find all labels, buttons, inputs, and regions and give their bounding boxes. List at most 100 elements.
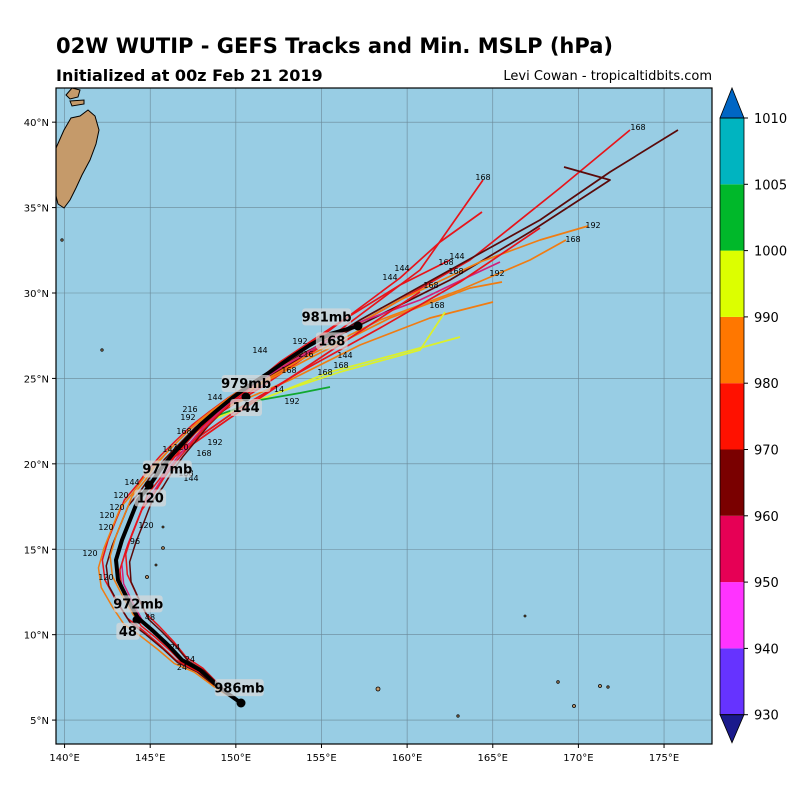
ensemble-track: [97, 371, 271, 704]
land-islet: [69, 99, 85, 107]
mean-hour-label-bg: [134, 489, 167, 507]
colorbar-label: 1010: [754, 112, 787, 127]
ensemble-hour-label: 120: [99, 511, 114, 520]
ensemble-hour-label: 168: [176, 427, 191, 436]
colorbar-label: 1005: [754, 178, 787, 193]
mean-pressure-label: 972mb: [113, 598, 163, 613]
colorbar-segment: [720, 449, 744, 516]
ensemble-hour-label: 168: [281, 366, 296, 375]
ensemble-hour-label: 120: [98, 573, 113, 582]
colorbar-label: 990: [754, 311, 779, 326]
lon-tick-label: 145°E: [135, 753, 165, 764]
colorbar-extend-low: [719, 714, 745, 744]
ensemble-hour-label: 120: [113, 491, 128, 500]
mean-track-point: [144, 480, 154, 490]
ensemble-hour-label: 168: [475, 173, 490, 182]
ensemble-hour-label: 24: [170, 643, 180, 652]
ensemble-hour-label: 192: [292, 337, 307, 346]
ensemble-hour-label: 144: [394, 264, 409, 273]
ensemble-hour-label: 24: [177, 663, 187, 672]
lat-tick-label: 25°N: [24, 374, 49, 385]
mean-track-point: [132, 615, 142, 625]
ensemble-hour-label: 192: [489, 269, 504, 278]
colorbar-frame: [719, 117, 745, 716]
ensemble-hour-label: 144: [252, 346, 267, 355]
mean-pressure-label: 977mb: [142, 463, 192, 478]
lon-tick-label: 175°E: [649, 753, 679, 764]
ensemble-hour-label: 168: [317, 368, 332, 377]
lon-tick-label: 165°E: [478, 753, 508, 764]
ensemble-hour-label: 24: [185, 655, 195, 664]
chart-title: 02W WUTIP - GEFS Tracks and Min. MSLP (h…: [56, 34, 613, 58]
mean-pressure-label-bg: [221, 375, 271, 393]
lat-tick-label: 15°N: [24, 545, 49, 556]
colorbar-label: 960: [754, 510, 779, 525]
mean-pressure-label: 981mb: [302, 311, 352, 326]
colorbar-segment: [720, 118, 744, 185]
ensemble-hour-label: 168: [429, 301, 444, 310]
map-border: [55, 87, 713, 745]
ensemble-hour-label: 192: [207, 438, 222, 447]
lon-tick-label: 170°E: [563, 753, 593, 764]
ensemble-hour-label: 144: [162, 445, 177, 454]
lon-tick-label: 150°E: [221, 753, 251, 764]
mean-hour-label-bg: [230, 398, 262, 416]
colorbar-segment: [720, 648, 744, 715]
pressure-colorbar: 930 940 950 960 970 980 990 1000 1005 1010: [719, 86, 787, 744]
lat-tick-label: 20°N: [24, 460, 49, 471]
lat-tick-label: 35°N: [24, 204, 49, 215]
ensemble-hour-label: 144: [449, 252, 464, 261]
ensemble-hour-label: 168: [333, 361, 348, 370]
mean-hour-label: 120: [137, 492, 164, 507]
chart-subtitle: Initialized at 00z Feb 21 2019: [56, 66, 323, 85]
mean-pressure-label-bg: [302, 308, 352, 326]
chart-credit: Levi Cowan - tropicaltidbits.com: [503, 69, 712, 84]
ensemble-hour-label: 96: [130, 537, 140, 546]
colorbar-label: 1000: [754, 245, 787, 260]
ensemble-hour-label: 168: [423, 281, 438, 290]
ensemble-hour-label: 216: [182, 405, 197, 414]
lat-tick-label: 40°N: [24, 118, 49, 129]
colorbar-segment: [720, 316, 744, 384]
ensemble-hour-label: 144: [382, 273, 397, 282]
ensemble-hour-label: 192: [180, 413, 195, 422]
lat-tick-label: 30°N: [24, 289, 49, 300]
ensemble-hour-label: 120: [138, 521, 153, 530]
colorbar-label: 980: [754, 377, 779, 392]
colorbar-segment: [720, 515, 744, 583]
lat-tick-label: 10°N: [24, 631, 49, 642]
lon-tick-label: 140°E: [49, 753, 79, 764]
land-islet: [65, 87, 81, 100]
mean-hour-label: 48: [119, 625, 137, 640]
mean-pressure-label: 986mb: [214, 681, 264, 696]
mean-pressure-label-bg: [113, 595, 163, 613]
ensemble-hour-label: 144: [124, 478, 139, 487]
ensemble-hour-label: 192: [585, 221, 600, 230]
ensemble-hour-label: 120: [98, 523, 113, 532]
colorbar-segment: [720, 582, 744, 649]
small-islands: [60, 238, 610, 718]
ensemble-hour-label: 144: [207, 393, 222, 402]
ensemble-hour-label: 192: [284, 397, 299, 406]
colorbar-segment: [720, 184, 744, 251]
ensemble-hour-label: 216: [298, 350, 313, 359]
colorbar-extend-high: [719, 86, 745, 119]
axis-ticks: 140°E 145°E 150°E 155°E 160°E 165°E 170°E 175°E…: [24, 118, 679, 764]
mean-hour-label-bg: [116, 622, 140, 640]
ensemble-hour-label: 168: [196, 449, 211, 458]
mean-hour-label-bg: [315, 332, 348, 350]
mean-hour-label: 168: [318, 335, 345, 350]
colorbar-segment: [720, 383, 744, 450]
lat-tick-label: 5°N: [30, 716, 49, 727]
land-japan: [55, 109, 100, 209]
ensemble-hour-label: 48: [145, 613, 155, 622]
mean-pressure-label: 979mb: [221, 377, 271, 392]
mean-pressure-label-bg: [142, 460, 192, 478]
ocean-panel: [56, 88, 712, 744]
ensemble-hour-label: 120: [82, 549, 97, 558]
ensemble-hour-label: 168: [448, 267, 463, 276]
ensemble-hour-label: 144: [337, 351, 352, 360]
ensemble-hour-label: 168: [630, 123, 645, 132]
colorbar-label: 970: [754, 444, 779, 459]
